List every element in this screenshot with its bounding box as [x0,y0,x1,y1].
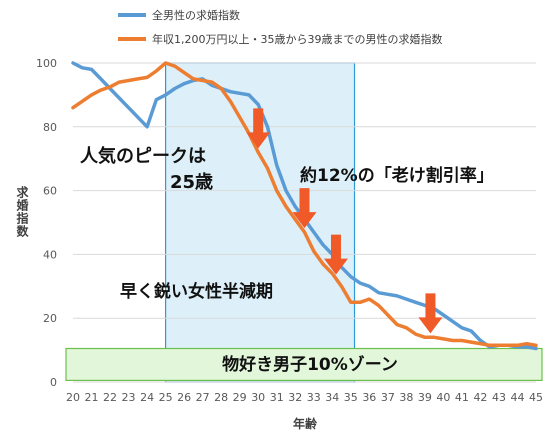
y-axis-title: 求婚指数 [15,185,29,238]
x-axis-title: 年齢 [293,416,318,431]
annotation-peak-line1: 人気のピークは [80,145,206,167]
legend-label-high-income: 年収1,200万円以上・35歳から39歳までの男性の求婚指数 [152,32,442,46]
x-tick-label: 36 [362,391,376,404]
x-tick-label: 24 [140,391,154,404]
x-tick-label: 45 [529,391,543,404]
down-arrow-icon [246,108,271,149]
x-tick-label: 43 [492,391,506,404]
x-tick-label: 20 [66,391,80,404]
x-tick-label: 32 [288,391,302,404]
y-tick-label: 0 [50,376,57,389]
x-tick-label: 29 [233,391,247,404]
y-tick-label: 60 [43,185,57,198]
x-tick-label: 27 [196,391,210,404]
x-tick-label: 23 [122,391,136,404]
y-tick-label: 40 [43,248,57,261]
annotation-half-life: 早く鋭い女性半減期 [120,281,273,302]
x-tick-label: 42 [473,391,487,404]
down-arrow-icon [418,293,443,334]
annotation-zone-label: 物好き男子10%ゾーン [222,354,398,375]
x-tick-label: 21 [85,391,99,404]
annotation-peak-line2: 25歳 [170,172,213,193]
low-zone-band [65,347,543,382]
x-tick-label: 33 [307,391,321,404]
legend: 全男性の求婚指数 年収1,200万円以上・35歳から39歳までの男性の求婚指数 [118,8,442,46]
x-tick-label: 40 [436,391,450,404]
annotation-aging-discount: 約12%の「老け割引率」 [300,165,494,186]
down-arrow-icon [323,234,348,275]
x-tick-label: 28 [214,391,228,404]
x-tick-label: 34 [325,391,339,404]
y-tick-label: 20 [43,312,57,325]
x-tick-label: 26 [177,391,191,404]
x-tick-label: 39 [418,391,432,404]
x-tick-label: 44 [510,391,524,404]
down-arrow-icon [292,188,317,229]
y-tick-label: 80 [43,121,57,134]
legend-label-all-men: 全男性の求婚指数 [152,8,240,22]
x-tick-label: 41 [455,391,469,404]
x-tick-label: 38 [399,391,413,404]
x-tick-label: 30 [251,391,265,404]
x-tick-label: 22 [103,391,117,404]
x-tick-label: 31 [270,391,284,404]
x-tick-label: 35 [344,391,358,404]
x-tick-label: 25 [159,391,173,404]
y-tick-label: 100 [36,57,57,70]
x-tick-label: 37 [381,391,395,404]
